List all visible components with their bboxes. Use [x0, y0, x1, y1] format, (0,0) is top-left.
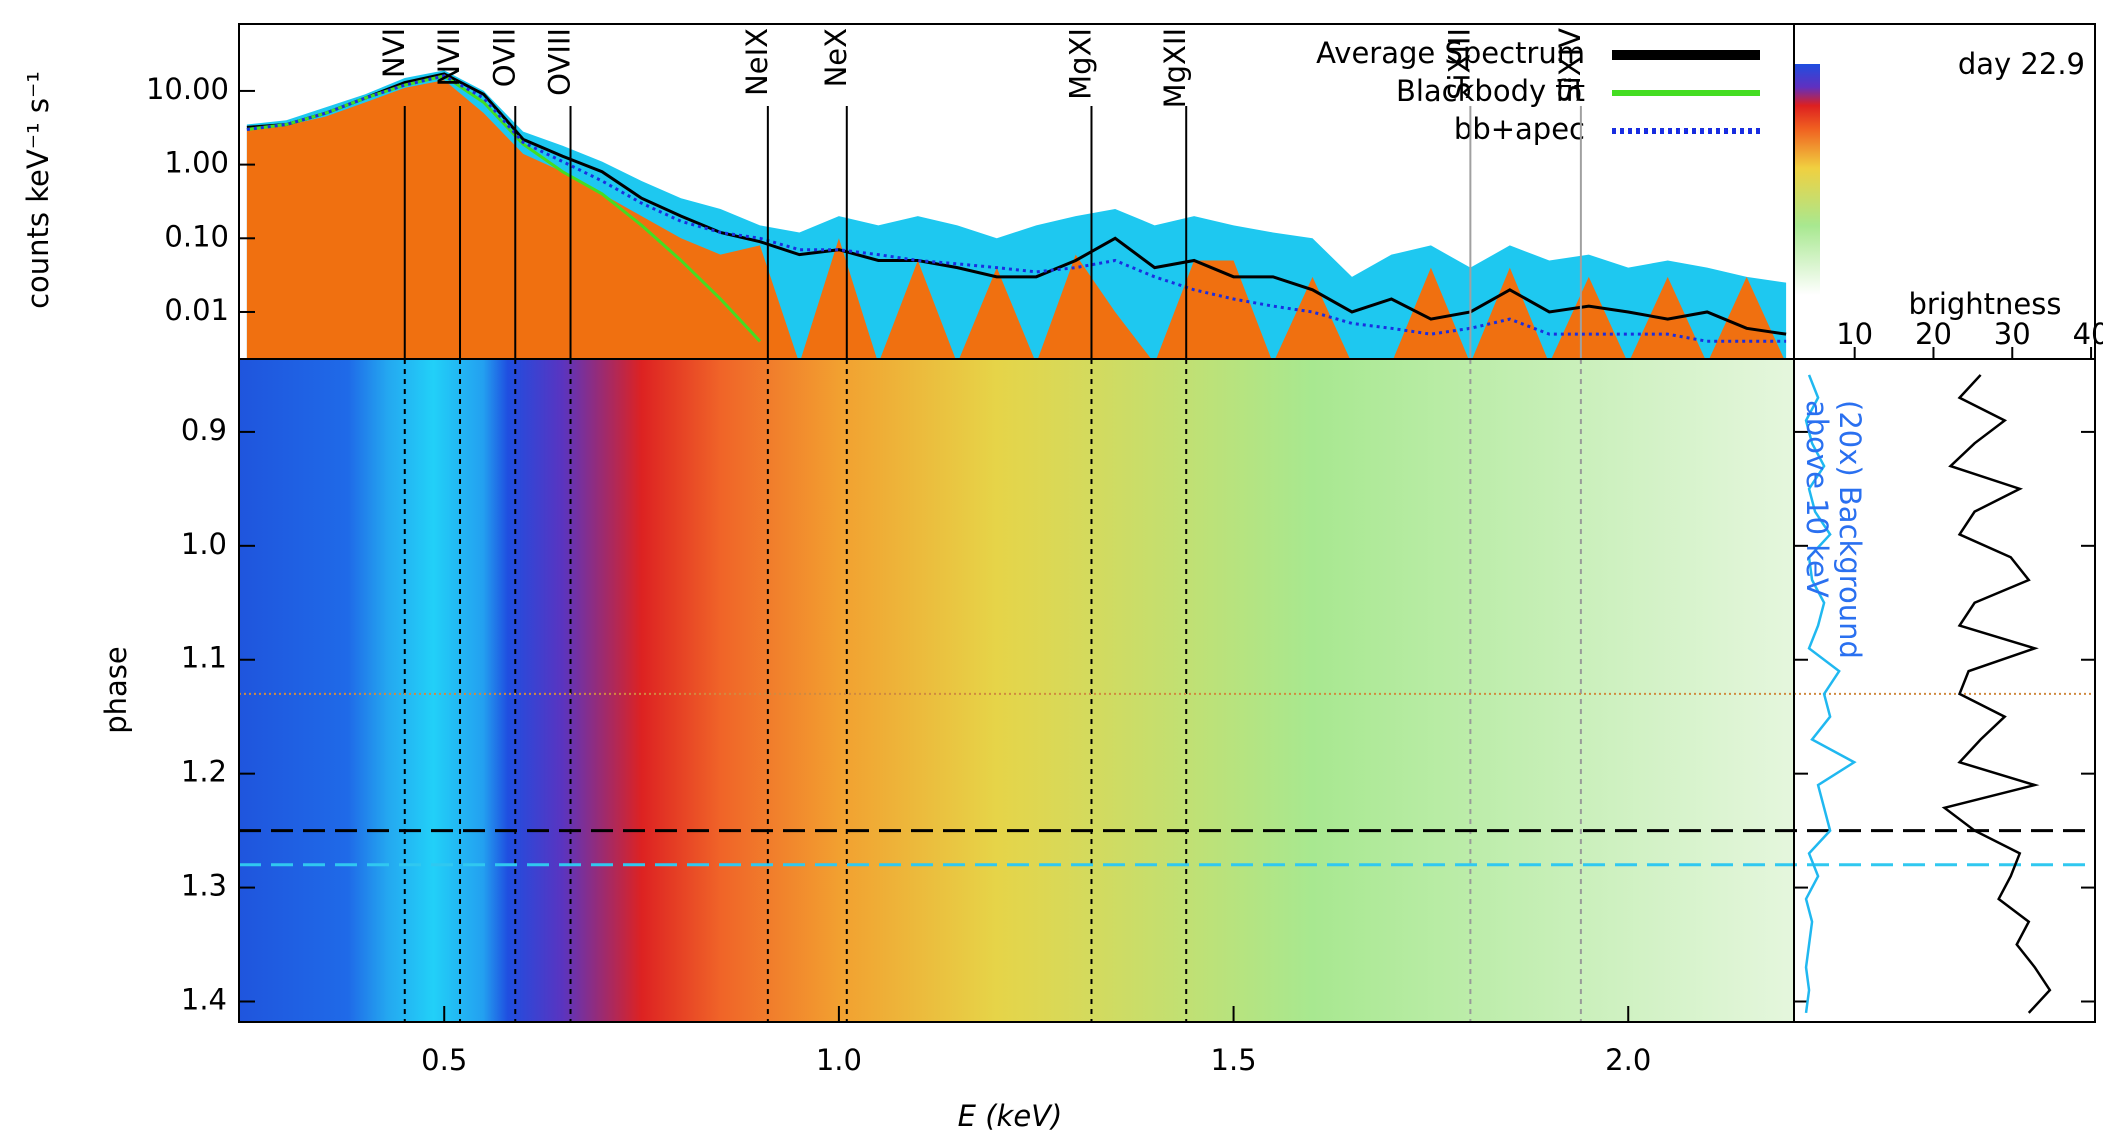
lightcurve-line — [1941, 374, 2052, 1014]
y-tick-label: 0.9 — [181, 413, 227, 447]
line-label: SiXIII — [1442, 28, 1476, 100]
line-label: NeX — [819, 28, 853, 87]
legend-label: bb+apec — [1454, 112, 1585, 146]
x-tick-label: 2.0 — [1605, 1043, 1651, 1077]
lightcurve-frame — [1793, 358, 2096, 1023]
line-label: OVIII — [543, 28, 577, 96]
model-area — [246, 80, 1787, 359]
colorbar-tick-label: 20 — [1915, 317, 1952, 351]
background-note: (20x) Background — [1833, 400, 1867, 659]
lightcurve-plot — [1804, 374, 2052, 1014]
legend-label: Average Spectrum — [1316, 36, 1585, 70]
colorbar — [1794, 64, 1820, 295]
y-tick-label: 1.4 — [181, 982, 227, 1016]
y-tick-label: 1.0 — [181, 527, 227, 561]
day-annotation: day 22.9 — [1958, 47, 2085, 81]
legend-label: Blackbody fit — [1396, 74, 1585, 108]
line-label: NVII — [432, 28, 466, 87]
x-tick-label: 0.5 — [421, 1043, 467, 1077]
colorbar-tick-label: 30 — [1994, 317, 2031, 351]
line-label: OVII — [487, 28, 521, 87]
y-tick-label: 1.00 — [164, 146, 229, 180]
line-label: NVI — [377, 28, 411, 78]
phase-map — [239, 359, 1794, 1022]
line-label: MgXI — [1063, 28, 1097, 100]
y-tick-label: 0.01 — [164, 293, 229, 327]
x-axis-label: E (keV) — [958, 1099, 1063, 1133]
spectrum-line — [246, 74, 762, 343]
colorbar-label: brightness — [1909, 287, 2062, 321]
x-tick-label: 1.0 — [816, 1043, 862, 1077]
line-label: NeIX — [740, 28, 774, 96]
y-tick-label: 0.10 — [164, 219, 229, 253]
line-label: MgXII — [1158, 28, 1192, 108]
y-tick-label: 1.2 — [181, 755, 227, 789]
y-axis-label: counts keV⁻¹ s⁻¹ — [21, 71, 55, 309]
y-tick-label: 10.00 — [146, 72, 229, 106]
y-tick-label: 1.3 — [181, 869, 227, 903]
lightcurve-line — [1804, 374, 1857, 1014]
background-note: above 10 keV — [1800, 400, 1834, 598]
spectrum-plot — [246, 70, 1787, 359]
line-label: SiXIV — [1553, 28, 1587, 103]
colorbar-tick-label: 40 — [2073, 317, 2103, 351]
x-tick-label: 1.5 — [1211, 1043, 1257, 1077]
spectrum-line — [246, 72, 1787, 336]
y-axis-label: phase — [99, 646, 133, 734]
y-tick-label: 1.1 — [181, 641, 227, 675]
colorbar-tick-label: 10 — [1836, 317, 1873, 351]
spectrum-line — [246, 74, 1787, 343]
plot-layer: Average Spectrum Blackbody fit bb+apec 10.0… — [146, 28, 2103, 1077]
